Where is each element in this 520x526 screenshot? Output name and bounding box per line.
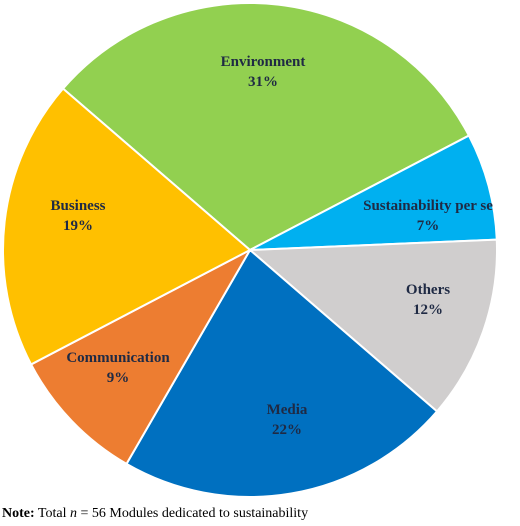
note-text: n — [69, 506, 77, 521]
slice-value-label: 9% — [107, 370, 130, 386]
pie-slice — [249, 134, 498, 251]
slice-label: Business — [50, 198, 105, 214]
slice-value-label: 12% — [413, 302, 443, 318]
note-label: Note: — [2, 506, 35, 521]
pie-slice — [247, 238, 498, 413]
pie-slice — [125, 248, 439, 498]
slice-value-label: 22% — [272, 422, 302, 438]
pie-slice — [2, 87, 252, 366]
slice-label: Others — [406, 282, 450, 298]
slice-label: Environment — [221, 54, 306, 70]
slice-value-label: 19% — [63, 218, 93, 234]
slice-label: Sustainability per se — [363, 198, 493, 214]
note-text: = 56 Modules dedicated to sustainability — [76, 506, 309, 521]
slice-label: Media — [267, 402, 308, 418]
note-text: Total — [37, 506, 70, 521]
chart: Environment 31% Sustainability per se 7% Oth… — [2, 2, 498, 498]
pie-slice — [29, 247, 253, 466]
slice-value-label: 31% — [248, 74, 278, 90]
slice-label: Communication — [66, 350, 170, 366]
note: Note: Total n = 56 Modules dedicated to … — [2, 506, 308, 522]
slice-value-label: 7% — [417, 218, 440, 234]
